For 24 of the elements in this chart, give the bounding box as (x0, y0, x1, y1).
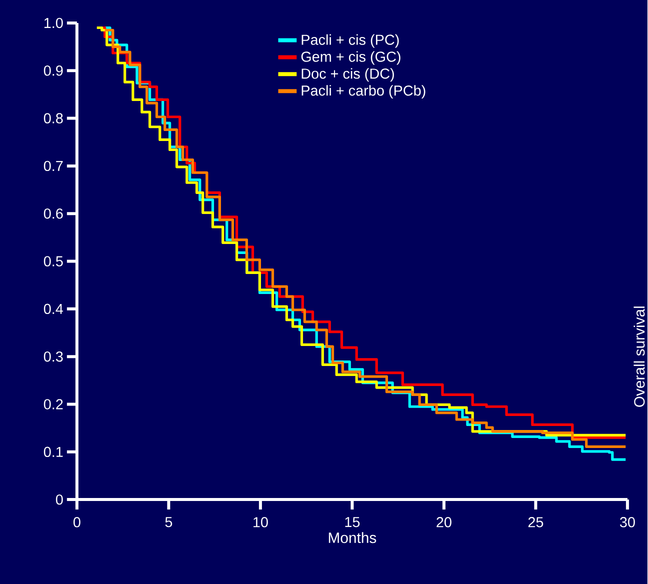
x-axis-title: Months (328, 532, 376, 543)
y-tick-label: 0.8 (44, 112, 63, 124)
y-tick-label: 0 (56, 494, 63, 504)
y-tick-label: 0.1 (44, 446, 63, 457)
y-tick-label: 0.3 (44, 351, 63, 362)
y-tick-label: 0.6 (44, 208, 63, 218)
legend-label: Doc + cis (DC) (302, 68, 394, 82)
y-tick-label: 0.4 (44, 304, 63, 314)
x-tick-label: 10 (254, 516, 268, 528)
y-tick-label: 1.0 (44, 18, 63, 28)
x-tick-label: 20 (436, 516, 452, 528)
x-tick-label: 0 (73, 516, 80, 528)
y-tick-label: 0.9 (44, 65, 63, 76)
y-tick-label: 0.7 (44, 160, 63, 171)
y-tick-label: 0.2 (44, 398, 63, 410)
y-tick-label: 0.5 (44, 256, 63, 266)
legend-label: Gem + cis (GC) (301, 51, 400, 64)
x-tick-label: 25 (528, 516, 544, 528)
x-tick-label: 5 (165, 516, 172, 527)
x-tick-label: 30 (620, 516, 635, 528)
legend-label: Pacli + carbo (PCb) (302, 84, 426, 98)
legend-label: Pacli + cis (PC) (302, 34, 399, 48)
y-axis-title: Overall survival (634, 306, 645, 407)
x-tick-label: 15 (345, 516, 360, 527)
